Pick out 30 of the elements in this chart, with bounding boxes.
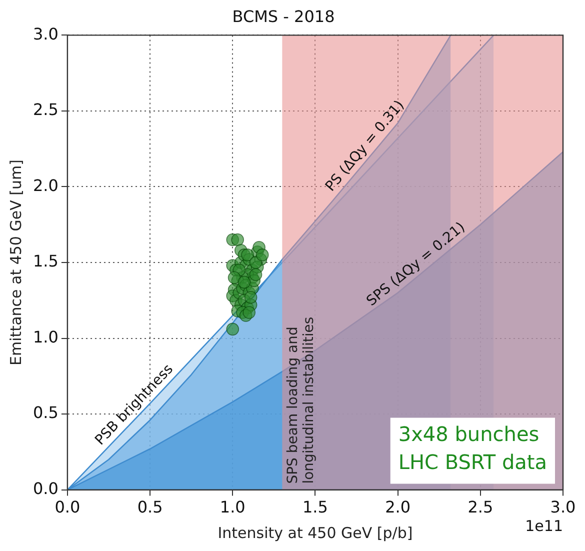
point — [226, 322, 240, 336]
x-tick-label: 1.0 — [220, 498, 246, 517]
y-tick-label: 1.5 — [32, 252, 58, 271]
x-tick-label: 0.0 — [54, 498, 80, 517]
annotation: LHC BSRT data — [398, 450, 548, 474]
x-tick-label: 0.5 — [137, 498, 163, 517]
chart-title: BCMS - 2018 — [232, 6, 335, 26]
y-tick-label: 2.0 — [32, 176, 58, 195]
x-tick-label: 2.5 — [468, 498, 494, 517]
x-tick-label: 2.0 — [385, 498, 411, 517]
point — [241, 248, 254, 262]
y-tick-label: 0.0 — [32, 478, 58, 498]
point — [256, 248, 269, 262]
point — [238, 276, 251, 289]
annotation: 3x48 bunches — [398, 422, 540, 446]
point — [231, 233, 244, 246]
point — [244, 290, 258, 304]
x-tick-label: 1.5 — [302, 498, 328, 517]
y-tick-label: 2.5 — [32, 100, 58, 120]
y-axis-title: Emittance at 450 GeV [um] — [6, 160, 25, 366]
text: 1e11 — [525, 517, 563, 536]
x-axis-title: Intensity at 450 GeV [p/b] — [218, 524, 413, 542]
y-tick-label: 1.0 — [32, 327, 58, 346]
band-label: SPS beam loading and longitudinal instabilities — [284, 316, 317, 484]
point — [249, 268, 262, 282]
y-tick-label: 0.5 — [32, 403, 58, 422]
x-tick-label: 3.0 — [550, 498, 576, 517]
point — [228, 271, 241, 284]
point — [242, 306, 256, 319]
y-tick-label: 3.0 — [32, 24, 58, 44]
